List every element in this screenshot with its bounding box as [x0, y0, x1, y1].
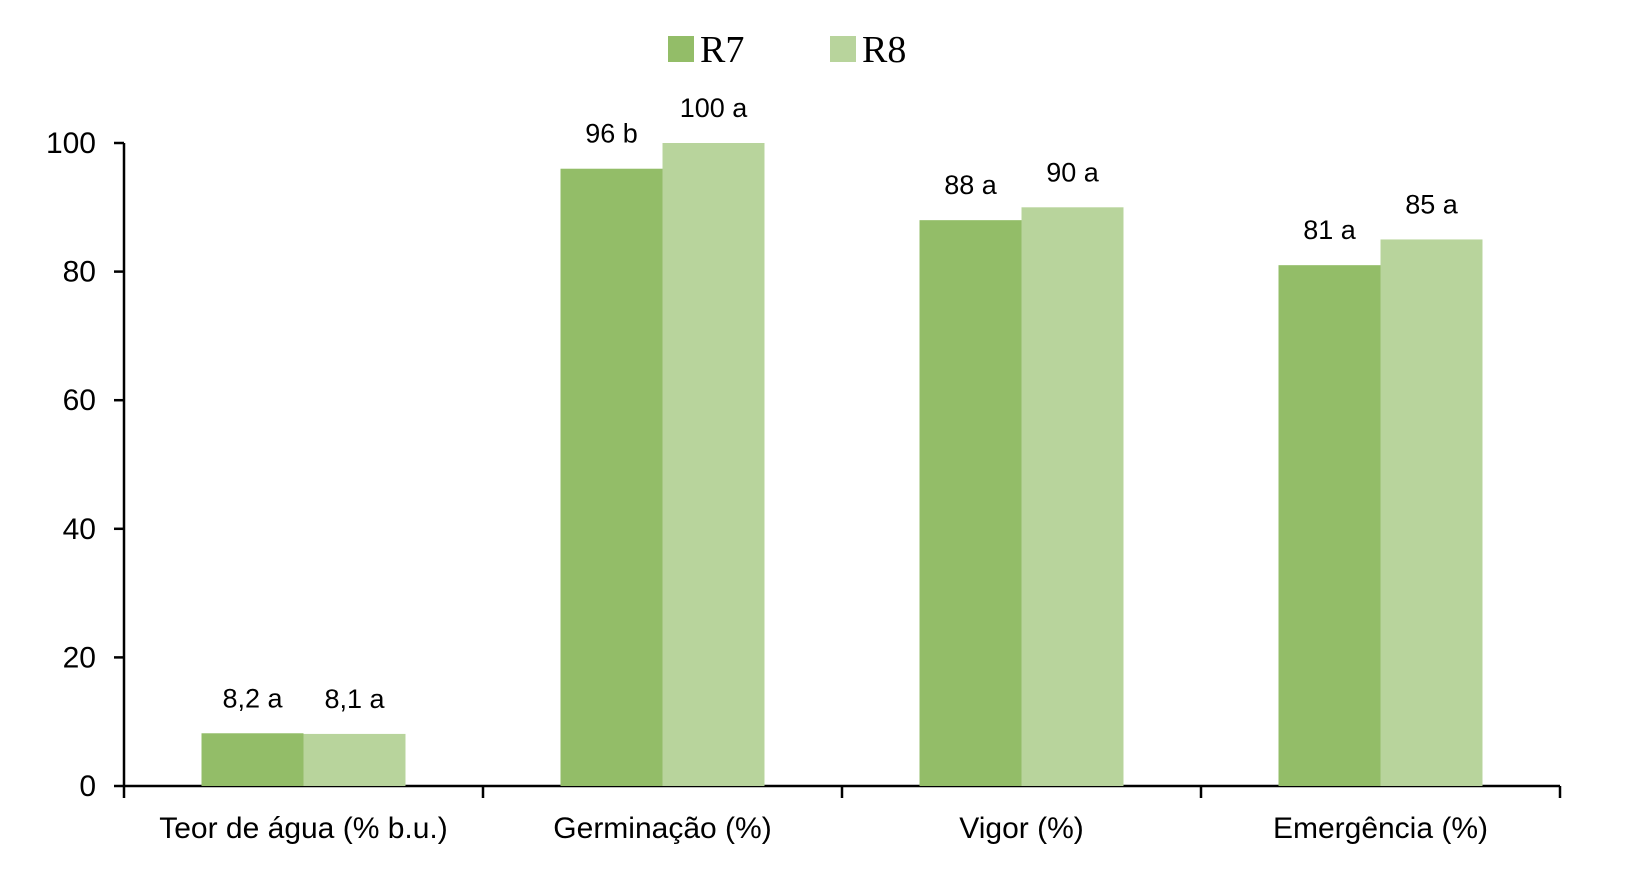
data-label: 96 b [585, 119, 638, 149]
bar-r7 [1278, 265, 1381, 786]
x-category-label: Vigor (%) [959, 812, 1083, 845]
y-tick-label: 20 [63, 641, 96, 674]
bar-r7 [201, 733, 304, 786]
data-label: 100 a [680, 93, 749, 123]
data-label: 85 a [1405, 189, 1459, 219]
data-label: 8,1 a [324, 684, 385, 714]
data-label: 81 a [1303, 215, 1357, 245]
legend-label: R7 [700, 29, 744, 71]
y-axis: 0 20 40 60 80 100 [46, 127, 126, 803]
data-label: 8,2 a [222, 683, 283, 713]
legend: R7 R8 [668, 29, 906, 71]
y-tick-label: 100 [46, 127, 96, 160]
x-category-label: Emergência (%) [1273, 812, 1488, 845]
bar-r8 [662, 143, 765, 786]
bar-r8 [303, 733, 406, 786]
x-category-label: Teor de água (% b.u.) [159, 812, 448, 845]
y-tick-label: 80 [63, 256, 96, 289]
x-category-label: Germinação (%) [553, 812, 771, 845]
bar-r8 [1021, 207, 1124, 787]
legend-label: R8 [862, 29, 906, 71]
data-label: 90 a [1046, 157, 1100, 187]
bar-r7 [560, 168, 663, 787]
x-axis: Teor de água (% b.u.) Germinação (%) Vigor… [122, 784, 1562, 845]
y-tick-label: 40 [63, 513, 96, 546]
data-labels-group: 8,2 a 96 b 88 a 81 a 8,1 a 100 a 90 a 85 a [222, 93, 1458, 714]
legend-swatch-r8 [830, 36, 856, 62]
legend-swatch-r7 [668, 36, 694, 62]
y-tick-label: 60 [63, 384, 96, 417]
bar-r8 [1380, 239, 1483, 786]
data-label: 88 a [944, 170, 998, 200]
bar-r7 [919, 220, 1022, 786]
y-tick-label: 0 [79, 770, 96, 803]
bars-group [201, 143, 1483, 787]
